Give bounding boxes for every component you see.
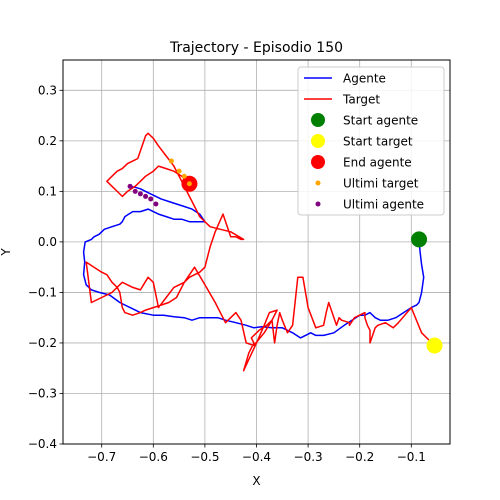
y-tick-label: 0.0 (38, 235, 57, 249)
start-target-marker (426, 337, 443, 354)
ultimi-target-marker (181, 173, 187, 179)
agente-line (82, 185, 425, 339)
chart-title: Trajectory - Episodio 150 (169, 40, 343, 56)
ultimi-agente-marker (132, 188, 138, 194)
x-tick-label: −0.4 (242, 450, 271, 464)
y-tick-label: 0.1 (38, 184, 57, 198)
plot-series (82, 132, 443, 372)
x-tick-label: −0.7 (87, 450, 116, 464)
target-line (85, 132, 436, 372)
ultimi-target-marker (168, 158, 174, 164)
x-tick-label: −0.6 (139, 450, 168, 464)
axis-ticks: −0.7 −0.6 −0.5 −0.4 −0.3 −0.2 −0.1 −0.4 −0.3 −0.2… (28, 83, 426, 464)
start-agente-marker (411, 231, 428, 248)
x-tick-label: −0.1 (397, 450, 426, 464)
x-axis-label: X (252, 474, 260, 488)
legend-ultimi-agente-swatch (315, 201, 321, 207)
legend-end-agente-swatch (311, 155, 325, 169)
y-tick-label: 0.2 (38, 134, 57, 148)
legend-start-agente-swatch (311, 113, 325, 127)
legend-ultimi-target-label: Ultimi target (343, 177, 419, 191)
y-tick-label: −0.2 (28, 336, 57, 350)
y-axis-label: Y (0, 248, 13, 257)
legend-ultimi-agente-label: Ultimi agente (343, 198, 424, 212)
y-tick-label: −0.3 (28, 386, 57, 400)
x-tick-label: −0.3 (294, 450, 323, 464)
y-tick-label: 0.3 (38, 83, 57, 97)
legend-start-target-swatch (311, 134, 325, 148)
x-tick-label: −0.5 (190, 450, 219, 464)
legend-start-agente-label: Start agente (343, 114, 418, 128)
legend-end-agente-label: End agente (343, 156, 412, 170)
ultimi-agente-marker (143, 193, 149, 199)
ultimi-target-marker (186, 181, 192, 187)
ultimi-agente-marker (153, 201, 159, 207)
legend-box (297, 66, 445, 216)
ultimi-agente-marker (127, 183, 133, 189)
ultimi-target-marker (176, 168, 182, 174)
legend-target-label: Target (342, 93, 380, 107)
legend: Agente Target Start agente Start target End … (297, 66, 445, 216)
legend-start-target-label: Start target (343, 135, 413, 149)
y-tick-label: −0.4 (28, 437, 57, 451)
legend-ultimi-target-swatch (315, 180, 321, 186)
ultimi-agente-marker (148, 196, 154, 202)
x-tick-label: −0.2 (345, 450, 374, 464)
y-tick-label: −0.1 (28, 285, 57, 299)
ultimi-agente-marker (137, 191, 143, 197)
legend-agente-label: Agente (343, 72, 386, 86)
